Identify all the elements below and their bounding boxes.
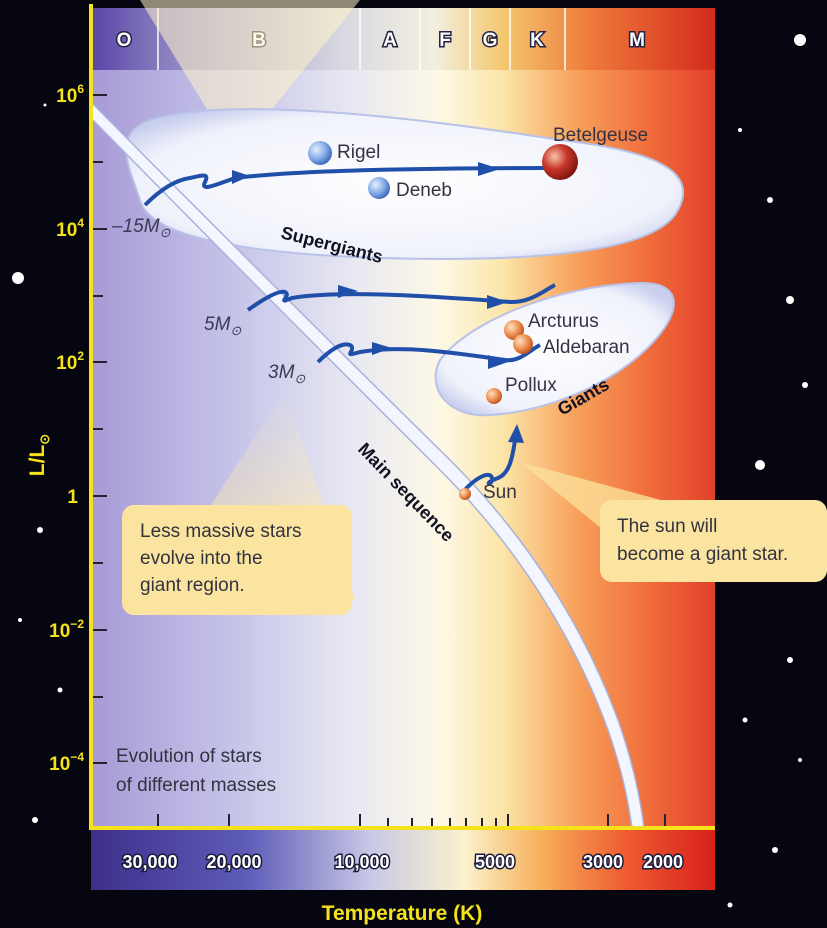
x-tick-30000: 30,000 bbox=[122, 852, 177, 872]
track-5msun bbox=[246, 283, 556, 312]
axes-frame bbox=[89, 4, 715, 830]
track-15msun bbox=[143, 166, 556, 207]
x-tick-2000: 2000 bbox=[643, 852, 683, 872]
stars bbox=[308, 141, 578, 500]
track-arrow bbox=[372, 342, 392, 355]
track-arrow bbox=[232, 170, 250, 184]
evolution-tracks bbox=[143, 162, 556, 494]
label-deneb: Deneb bbox=[396, 180, 452, 201]
x-tick-5000: 5000 bbox=[475, 852, 515, 872]
note-evolution-line1: Evolution of stars bbox=[116, 746, 262, 767]
track-arrow bbox=[488, 355, 508, 369]
note-less-massive-line2: evolve into the bbox=[140, 548, 263, 569]
note-box-sun-giant bbox=[600, 500, 827, 582]
y-tick-1e2: 102 bbox=[56, 349, 84, 374]
note-sun-giant-line2: become a giant star. bbox=[617, 544, 788, 565]
star-pollux bbox=[486, 388, 502, 404]
x-tick-3000: 3000 bbox=[583, 852, 623, 872]
star-rigel bbox=[308, 141, 332, 165]
note-less-massive-line3: giant region. bbox=[140, 575, 245, 596]
class-label-o: O bbox=[117, 30, 132, 51]
label-arcturus: Arcturus bbox=[528, 311, 599, 332]
note-box-less-massive bbox=[122, 505, 352, 615]
y-axis-title: L/L⊙ bbox=[26, 434, 52, 476]
label-rigel: Rigel bbox=[337, 142, 380, 163]
temperature-bar bbox=[91, 830, 715, 890]
class-label-k: K bbox=[530, 30, 544, 51]
class-label-f: F bbox=[439, 30, 451, 51]
star-aldebaran bbox=[513, 334, 533, 354]
label-sun: Sun bbox=[483, 482, 517, 503]
note-less-massive-line1: Less massive stars bbox=[140, 521, 302, 542]
class-label-m: M bbox=[629, 30, 645, 51]
x-tick-20000: 20,000 bbox=[206, 852, 261, 872]
x-tick-10000: 10,000 bbox=[334, 852, 389, 872]
track-sun bbox=[461, 439, 517, 494]
star-betelgeuse bbox=[542, 144, 578, 180]
background-stars bbox=[12, 34, 812, 908]
supergiant-region bbox=[125, 108, 685, 260]
y-axis-ticks bbox=[93, 94, 107, 764]
star-deneb bbox=[368, 177, 390, 199]
label-pollux: Pollux bbox=[505, 375, 557, 396]
note-sun-giant-line1: The sun will bbox=[617, 516, 717, 537]
y-tick-1e4: 104 bbox=[56, 216, 84, 241]
label-aldebaran: Aldebaran bbox=[543, 337, 630, 358]
y-tick-1: 1 bbox=[67, 487, 78, 508]
x-axis-title: Temperature (K) bbox=[322, 902, 483, 925]
star-sun bbox=[459, 488, 471, 500]
label-mass-5: 5M⊙ bbox=[204, 314, 241, 338]
giant-region bbox=[434, 281, 675, 417]
track-arrow bbox=[338, 285, 358, 298]
class-label-a: A bbox=[383, 30, 397, 51]
y-tick-1e6: 106 bbox=[56, 82, 84, 107]
label-mass-15: –15M⊙ bbox=[112, 216, 171, 240]
y-tick-1e-2: 10−2 bbox=[49, 617, 84, 642]
track-arrow bbox=[508, 424, 524, 443]
y-tick-1e-4: 10−4 bbox=[49, 750, 84, 775]
label-betelgeuse: Betelgeuse bbox=[553, 125, 648, 146]
label-mass-3: 3M⊙ bbox=[268, 362, 305, 386]
note-evolution-line2: of different masses bbox=[116, 775, 276, 796]
callout-cone-top bbox=[140, 0, 360, 155]
track-arrow bbox=[478, 162, 500, 176]
track-arrow bbox=[487, 295, 508, 309]
x-axis-ticks bbox=[157, 814, 666, 826]
class-label-g: G bbox=[483, 30, 498, 51]
